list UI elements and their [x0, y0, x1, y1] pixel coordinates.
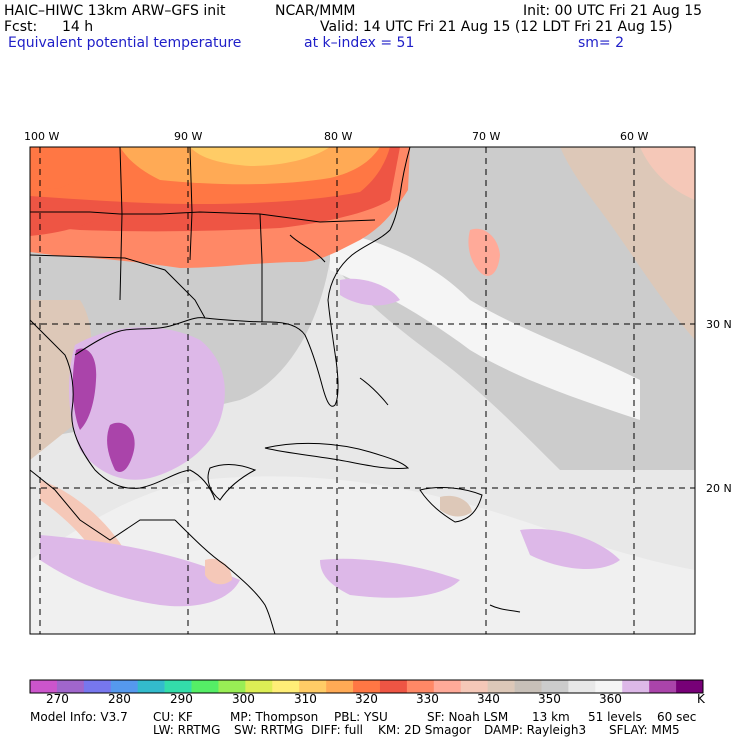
colorbar-swatch — [568, 680, 596, 693]
colorbar-swatch — [379, 680, 408, 693]
lon-label-100w: 100 W — [24, 130, 59, 143]
colorbar-swatch — [326, 680, 354, 693]
footer-sflay: SFLAY: MM5 — [609, 723, 680, 737]
colorbar-swatch — [218, 680, 246, 693]
k-index: at k–index = 51 — [304, 35, 415, 51]
colorbar-swatch — [83, 680, 112, 693]
smoothing: sm= 2 — [578, 35, 625, 51]
cb-label-330: 330 — [416, 692, 439, 706]
colorbar-swatch — [191, 680, 219, 693]
colorbar-swatch — [649, 680, 677, 693]
lon-label-80w: 80 W — [324, 130, 352, 143]
footer-damp: DAMP: Rayleigh3 — [484, 723, 587, 737]
colorbar-swatch — [622, 680, 650, 693]
coastlines — [30, 147, 521, 634]
forecast-hour: 14 h — [62, 19, 94, 35]
footer-cu: CU: KF — [153, 710, 193, 724]
cb-label-360: 360 — [599, 692, 622, 706]
lon-label-70w: 70 W — [472, 130, 500, 143]
cb-label-350: 350 — [538, 692, 561, 706]
footer-levels: 51 levels — [588, 710, 642, 724]
footer-sw: SW: RRTMG — [234, 723, 304, 737]
colorbar-swatch — [406, 680, 435, 693]
footer-model-info: Model Info: V3.7 — [30, 710, 128, 724]
org-title: NCAR/MMM — [275, 3, 356, 19]
footer-mp: MP: Thompson — [230, 710, 319, 724]
cb-label-340: 340 — [477, 692, 500, 706]
colorbar-swatch — [676, 680, 704, 693]
field-name: Equivalent potential temperature — [8, 35, 242, 51]
colorbar-swatch — [487, 680, 515, 693]
cb-label-310: 310 — [294, 692, 317, 706]
colorbar-swatch — [541, 680, 569, 693]
map-frame — [29, 146, 696, 635]
footer-lw: LW: RRTMG — [153, 723, 221, 737]
init-time: Init: 00 UTC Fri 21 Aug 15 — [523, 3, 703, 19]
footer-km: KM: 2D Smagor — [378, 723, 472, 737]
lat-label-30n: 30 N — [706, 318, 732, 331]
cb-label-300: 300 — [232, 692, 255, 706]
cb-label-280: 280 — [108, 692, 131, 706]
colorbar-swatch — [164, 680, 192, 693]
footer-resolution: 13 km — [532, 710, 570, 724]
lat-lon-grid — [30, 147, 695, 634]
colorbar-swatch — [272, 680, 300, 693]
colorbar-swatch — [460, 680, 488, 693]
colorbar — [29, 679, 704, 694]
colorbar-swatch — [595, 680, 623, 693]
cb-label-320: 320 — [355, 692, 378, 706]
footer-sf: SF: Noah LSM — [427, 710, 509, 724]
colorbar-swatch — [433, 680, 462, 693]
colorbar-frame — [29, 679, 704, 694]
cb-unit: K — [697, 692, 705, 706]
colorbar-swatch — [299, 680, 327, 693]
colorbar-swatch — [30, 680, 58, 693]
lon-label-90w: 90 W — [174, 130, 202, 143]
valid-time: Valid: 14 UTC Fri 21 Aug 15 (12 LDT Fri … — [320, 19, 673, 35]
footer-timestep: 60 sec — [657, 710, 697, 724]
colorbar-swatch — [245, 680, 273, 693]
cb-label-290: 290 — [170, 692, 193, 706]
forecast-label: Fcst: — [4, 19, 38, 35]
footer-pbl: PBL: YSU — [334, 710, 388, 724]
colorbar-swatch — [514, 680, 542, 693]
colorbar-swatch — [353, 680, 381, 693]
colorbar-swatch — [137, 680, 165, 693]
cb-label-270: 270 — [46, 692, 69, 706]
footer-diff: DIFF: full — [311, 723, 364, 737]
lat-label-20n: 20 N — [706, 482, 732, 495]
lon-label-60w: 60 W — [620, 130, 648, 143]
colorbar-swatch — [110, 680, 138, 693]
model-title: HAIC–HIWC 13km ARW–GFS init — [4, 3, 226, 19]
colorbar-swatch — [56, 680, 85, 693]
